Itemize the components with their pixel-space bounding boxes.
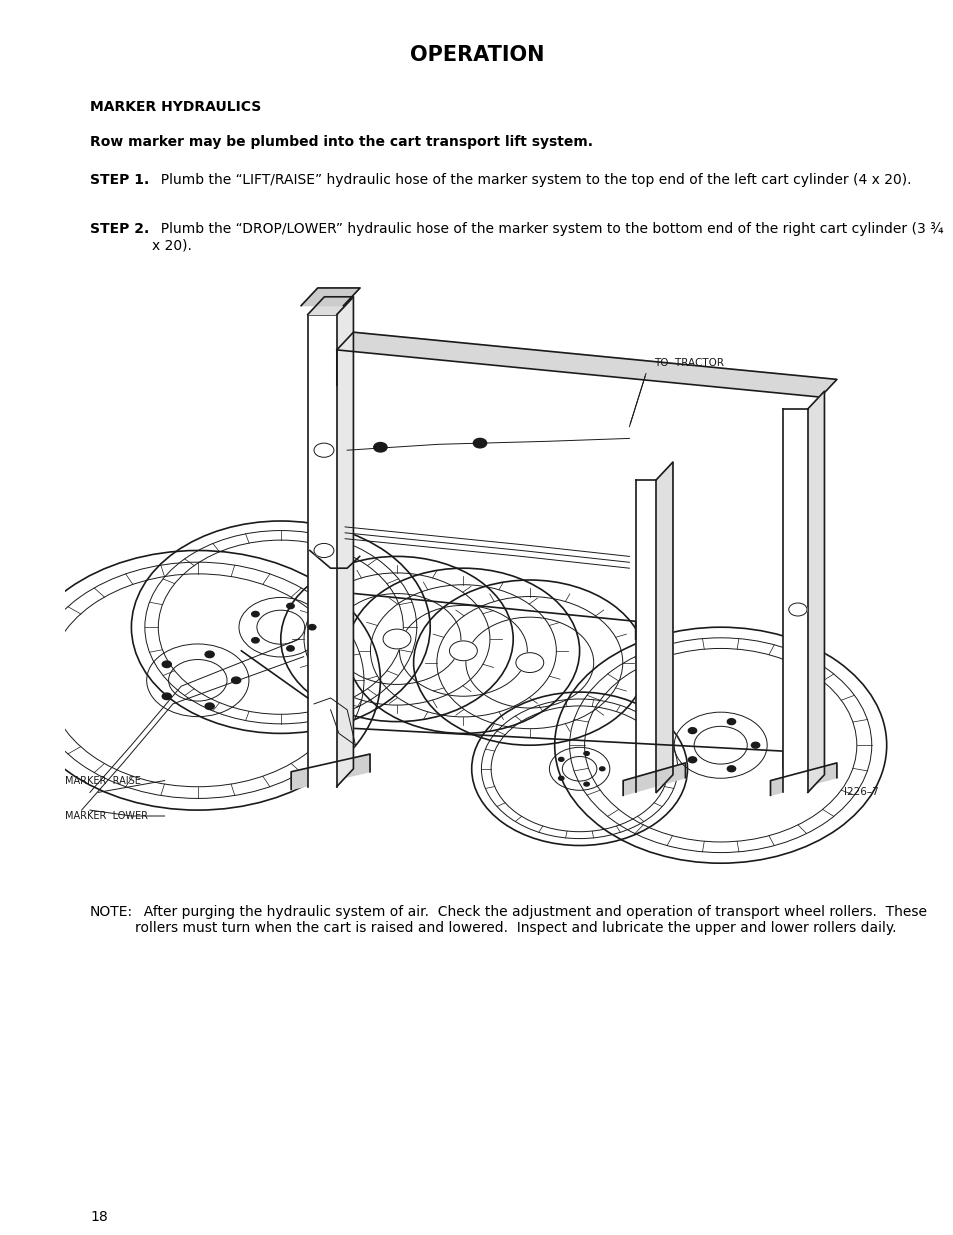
Circle shape	[449, 641, 476, 661]
Circle shape	[688, 757, 696, 763]
Text: NOTE:: NOTE:	[90, 905, 133, 919]
Text: MARKER  LOWER: MARKER LOWER	[65, 811, 148, 821]
Circle shape	[583, 782, 589, 785]
Text: Plumb the “DROP/LOWER” hydraulic hose of the marker system to the bottom end of : Plumb the “DROP/LOWER” hydraulic hose of…	[152, 222, 943, 252]
Text: MARKER HYDRAULICS: MARKER HYDRAULICS	[90, 100, 261, 114]
Text: STEP 2.: STEP 2.	[90, 222, 149, 236]
Circle shape	[347, 568, 579, 734]
Circle shape	[558, 777, 563, 781]
Text: STEP 1.: STEP 1.	[90, 173, 149, 186]
Text: I226–7: I226–7	[842, 788, 878, 798]
Circle shape	[751, 742, 759, 748]
Polygon shape	[782, 409, 807, 793]
Polygon shape	[291, 755, 370, 789]
Circle shape	[314, 543, 334, 557]
Circle shape	[726, 719, 735, 725]
Polygon shape	[336, 592, 635, 638]
Text: Plumb the “LIFT/RAISE” hydraulic hose of the marker system to the top end of the: Plumb the “LIFT/RAISE” hydraulic hose of…	[152, 173, 910, 186]
Polygon shape	[807, 391, 823, 793]
Circle shape	[205, 703, 214, 709]
Circle shape	[280, 557, 513, 721]
Polygon shape	[336, 727, 782, 769]
Circle shape	[598, 767, 604, 771]
Polygon shape	[336, 350, 820, 432]
Text: MARKER  RAISE: MARKER RAISE	[65, 776, 141, 785]
Circle shape	[788, 603, 806, 616]
Circle shape	[252, 611, 259, 616]
Circle shape	[308, 625, 315, 630]
Circle shape	[232, 677, 240, 683]
Circle shape	[287, 604, 294, 609]
Polygon shape	[301, 288, 359, 305]
Circle shape	[583, 752, 589, 756]
Polygon shape	[635, 479, 656, 793]
Polygon shape	[770, 763, 836, 795]
Polygon shape	[336, 296, 353, 787]
Circle shape	[558, 757, 563, 761]
Circle shape	[252, 637, 259, 643]
Polygon shape	[622, 763, 684, 795]
Circle shape	[473, 438, 486, 448]
Text: OPERATION: OPERATION	[410, 44, 543, 65]
Circle shape	[374, 442, 387, 452]
Polygon shape	[308, 296, 353, 315]
Circle shape	[162, 661, 172, 668]
Circle shape	[383, 629, 411, 648]
Polygon shape	[336, 332, 836, 398]
Circle shape	[205, 651, 214, 657]
Circle shape	[162, 693, 172, 699]
Polygon shape	[656, 462, 672, 793]
Text: After purging the hydraulic system of air.  Check the adjustment and operation o: After purging the hydraulic system of ai…	[135, 905, 926, 935]
Circle shape	[516, 652, 543, 673]
Circle shape	[314, 443, 334, 457]
Circle shape	[726, 766, 735, 772]
Text: 18: 18	[90, 1210, 108, 1224]
Circle shape	[414, 580, 645, 745]
Circle shape	[688, 727, 696, 734]
Polygon shape	[308, 315, 336, 787]
Circle shape	[287, 646, 294, 651]
Text: Row marker may be plumbed into the cart transport lift system.: Row marker may be plumbed into the cart …	[90, 135, 593, 149]
Text: TO  TRACTOR: TO TRACTOR	[654, 358, 723, 368]
